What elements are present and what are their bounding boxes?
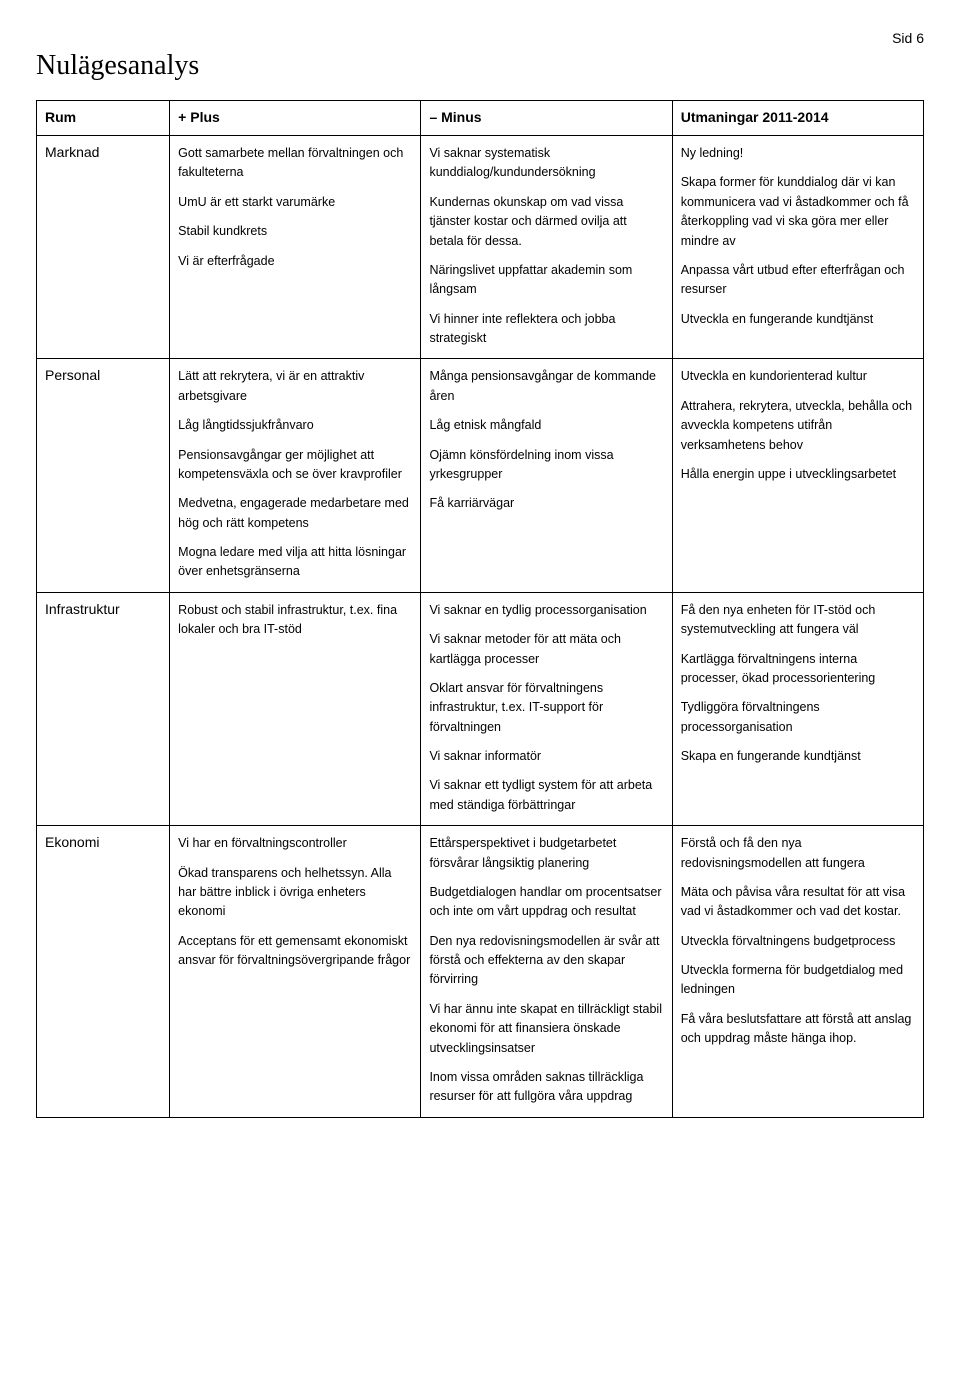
cell-line: Vi är efterfrågade bbox=[178, 252, 412, 271]
cell-line: Stabil kundkrets bbox=[178, 222, 412, 241]
cell-line: Vi saknar en tydlig processorganisation bbox=[429, 601, 663, 620]
cell-line: Budgetdialogen handlar om procentsatser … bbox=[429, 883, 663, 922]
header-challenges: Utmaningar 2011-2014 bbox=[672, 101, 923, 136]
cell-line: Ojämn könsfördelning inom vissa yrkesgru… bbox=[429, 446, 663, 485]
cell-line: Medvetna, engagerade medarbetare med hög… bbox=[178, 494, 412, 533]
cell-minus: Ettårsperspektivet i budgetarbetet försv… bbox=[421, 826, 672, 1118]
cell-line: Kundernas okunskap om vad vissa tjänster… bbox=[429, 193, 663, 251]
cell-minus: Vi saknar systematisk kunddialog/kundund… bbox=[421, 136, 672, 359]
cell-line: Få våra beslutsfattare att förstå att an… bbox=[681, 1010, 915, 1049]
header-minus: – Minus bbox=[421, 101, 672, 136]
row-label: Personal bbox=[37, 359, 170, 592]
cell-line: Ny ledning! bbox=[681, 144, 915, 163]
cell-line: Pensionsavgångar ger möjlighet att kompe… bbox=[178, 446, 412, 485]
cell-challenges: Få den nya enheten för IT-stöd och syste… bbox=[672, 592, 923, 825]
cell-minus: Många pensionsavgångar de kommande åren L… bbox=[421, 359, 672, 592]
cell-line: Skapa former för kunddialog där vi kan k… bbox=[681, 173, 915, 251]
cell-line: Förstå och få den nya redovisningsmodell… bbox=[681, 834, 915, 873]
cell-line: Utveckla en fungerande kundtjänst bbox=[681, 310, 915, 329]
cell-line: Anpassa vårt utbud efter efterfrågan och… bbox=[681, 261, 915, 300]
cell-line: Attrahera, rekrytera, utveckla, behålla … bbox=[681, 397, 915, 455]
header-plus: + Plus bbox=[170, 101, 421, 136]
cell-line: Ettårsperspektivet i budgetarbetet försv… bbox=[429, 834, 663, 873]
table-row: PersonalLätt att rekrytera, vi är en att… bbox=[37, 359, 924, 592]
cell-line: UmU är ett starkt varumärke bbox=[178, 193, 412, 212]
cell-line: Utveckla förvaltningens budgetprocess bbox=[681, 932, 915, 951]
cell-line: Vi saknar ett tydligt system för att arb… bbox=[429, 776, 663, 815]
table-row: MarknadGott samarbete mellan förvaltning… bbox=[37, 136, 924, 359]
cell-line: Lätt att rekrytera, vi är en attraktiv a… bbox=[178, 367, 412, 406]
cell-plus: Robust och stabil infrastruktur, t.ex. f… bbox=[170, 592, 421, 825]
cell-line: Utveckla en kundorienterad kultur bbox=[681, 367, 915, 386]
cell-line: Acceptans för ett gemensamt ekonomiskt a… bbox=[178, 932, 412, 971]
analysis-table: Rum + Plus – Minus Utmaningar 2011-2014 … bbox=[36, 100, 924, 1118]
cell-plus: Gott samarbete mellan förvaltningen och … bbox=[170, 136, 421, 359]
cell-line: Vi saknar informatör bbox=[429, 747, 663, 766]
cell-line: Vi saknar systematisk kunddialog/kundund… bbox=[429, 144, 663, 183]
row-label: Infrastruktur bbox=[37, 592, 170, 825]
cell-line: Skapa en fungerande kundtjänst bbox=[681, 747, 915, 766]
page-title: Nulägesanalys bbox=[36, 50, 924, 82]
cell-line: Inom vissa områden saknas tillräckliga r… bbox=[429, 1068, 663, 1107]
cell-line: Kartlägga förvaltningens interna process… bbox=[681, 650, 915, 689]
cell-plus: Lätt att rekrytera, vi är en attraktiv a… bbox=[170, 359, 421, 592]
cell-line: Mäta och påvisa våra resultat för att vi… bbox=[681, 883, 915, 922]
cell-challenges: Förstå och få den nya redovisningsmodell… bbox=[672, 826, 923, 1118]
cell-line: Hålla energin uppe i utvecklingsarbetet bbox=[681, 465, 915, 484]
cell-line: Utveckla formerna för budgetdialog med l… bbox=[681, 961, 915, 1000]
row-label: Marknad bbox=[37, 136, 170, 359]
cell-line: Låg långtidssjukfrånvaro bbox=[178, 416, 412, 435]
cell-line: Vi har ännu inte skapat en tillräckligt … bbox=[429, 1000, 663, 1058]
cell-line: Gott samarbete mellan förvaltningen och … bbox=[178, 144, 412, 183]
cell-line: Tydliggöra förvaltningens processorganis… bbox=[681, 698, 915, 737]
cell-line: Mogna ledare med vilja att hitta lösning… bbox=[178, 543, 412, 582]
cell-minus: Vi saknar en tydlig processorganisation V… bbox=[421, 592, 672, 825]
cell-line: Robust och stabil infrastruktur, t.ex. f… bbox=[178, 601, 412, 640]
cell-plus: Vi har en förvaltningscontroller Ökad tra… bbox=[170, 826, 421, 1118]
cell-line: Ökad transparens och helhetssyn. Alla ha… bbox=[178, 864, 412, 922]
table-header-row: Rum + Plus – Minus Utmaningar 2011-2014 bbox=[37, 101, 924, 136]
cell-line: Näringslivet uppfattar akademin som lång… bbox=[429, 261, 663, 300]
header-rum: Rum bbox=[37, 101, 170, 136]
cell-line: Vi har en förvaltningscontroller bbox=[178, 834, 412, 853]
cell-challenges: Utveckla en kundorienterad kultur Attrahe… bbox=[672, 359, 923, 592]
cell-line: Få karriärvägar bbox=[429, 494, 663, 513]
row-label: Ekonomi bbox=[37, 826, 170, 1118]
cell-line: Få den nya enheten för IT-stöd och syste… bbox=[681, 601, 915, 640]
cell-line: Oklart ansvar för förvaltningens infrast… bbox=[429, 679, 663, 737]
cell-line: Vi saknar metoder för att mäta och kartl… bbox=[429, 630, 663, 669]
cell-line: Många pensionsavgångar de kommande åren bbox=[429, 367, 663, 406]
table-row: Ekonomi Vi har en förvaltningscontroller Ö… bbox=[37, 826, 924, 1118]
page-number: Sid 6 bbox=[36, 30, 924, 46]
cell-challenges: Ny ledning! Skapa former för kunddialog d… bbox=[672, 136, 923, 359]
cell-line: Vi hinner inte reflektera och jobba stra… bbox=[429, 310, 663, 349]
cell-line: Låg etnisk mångfald bbox=[429, 416, 663, 435]
table-row: InfrastrukturRobust och stabil infrastru… bbox=[37, 592, 924, 825]
cell-line: Den nya redovisningsmodellen är svår att… bbox=[429, 932, 663, 990]
